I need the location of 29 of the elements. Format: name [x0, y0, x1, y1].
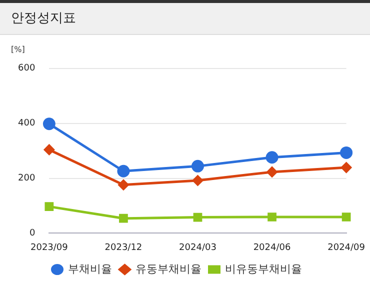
- legend-label: 유동부채비율: [135, 262, 202, 276]
- point: [342, 212, 351, 222]
- y-tick-label: 600: [18, 64, 36, 74]
- y-tick-label: 200: [18, 174, 36, 184]
- y-axis-title: [%]: [11, 45, 25, 54]
- x-tick-label: 2023/12: [104, 242, 142, 253]
- legend-label: 부채비율: [68, 262, 112, 276]
- chart-title: 안정성지표: [0, 0, 370, 35]
- point: [192, 175, 203, 186]
- y-tick-label: 400: [18, 118, 36, 129]
- x-tick-label: 2024/06: [253, 242, 291, 253]
- point: [117, 164, 130, 178]
- point: [341, 162, 352, 173]
- point: [340, 146, 353, 159]
- point: [118, 180, 129, 190]
- legend-label: 비유동부채비율: [224, 262, 302, 276]
- point: [44, 144, 54, 155]
- x-tick-label: 2023/09: [30, 242, 68, 253]
- point: [266, 166, 278, 178]
- point: [119, 214, 128, 223]
- point: [268, 212, 276, 222]
- x-tick-label: 2024/03: [179, 242, 216, 253]
- point: [44, 202, 54, 211]
- y-tick-label: 0: [29, 228, 36, 239]
- point: [191, 160, 204, 172]
- point: [266, 151, 278, 164]
- point: [42, 118, 56, 130]
- point: [193, 212, 202, 222]
- x-tick-label: 2024/09: [328, 242, 366, 253]
